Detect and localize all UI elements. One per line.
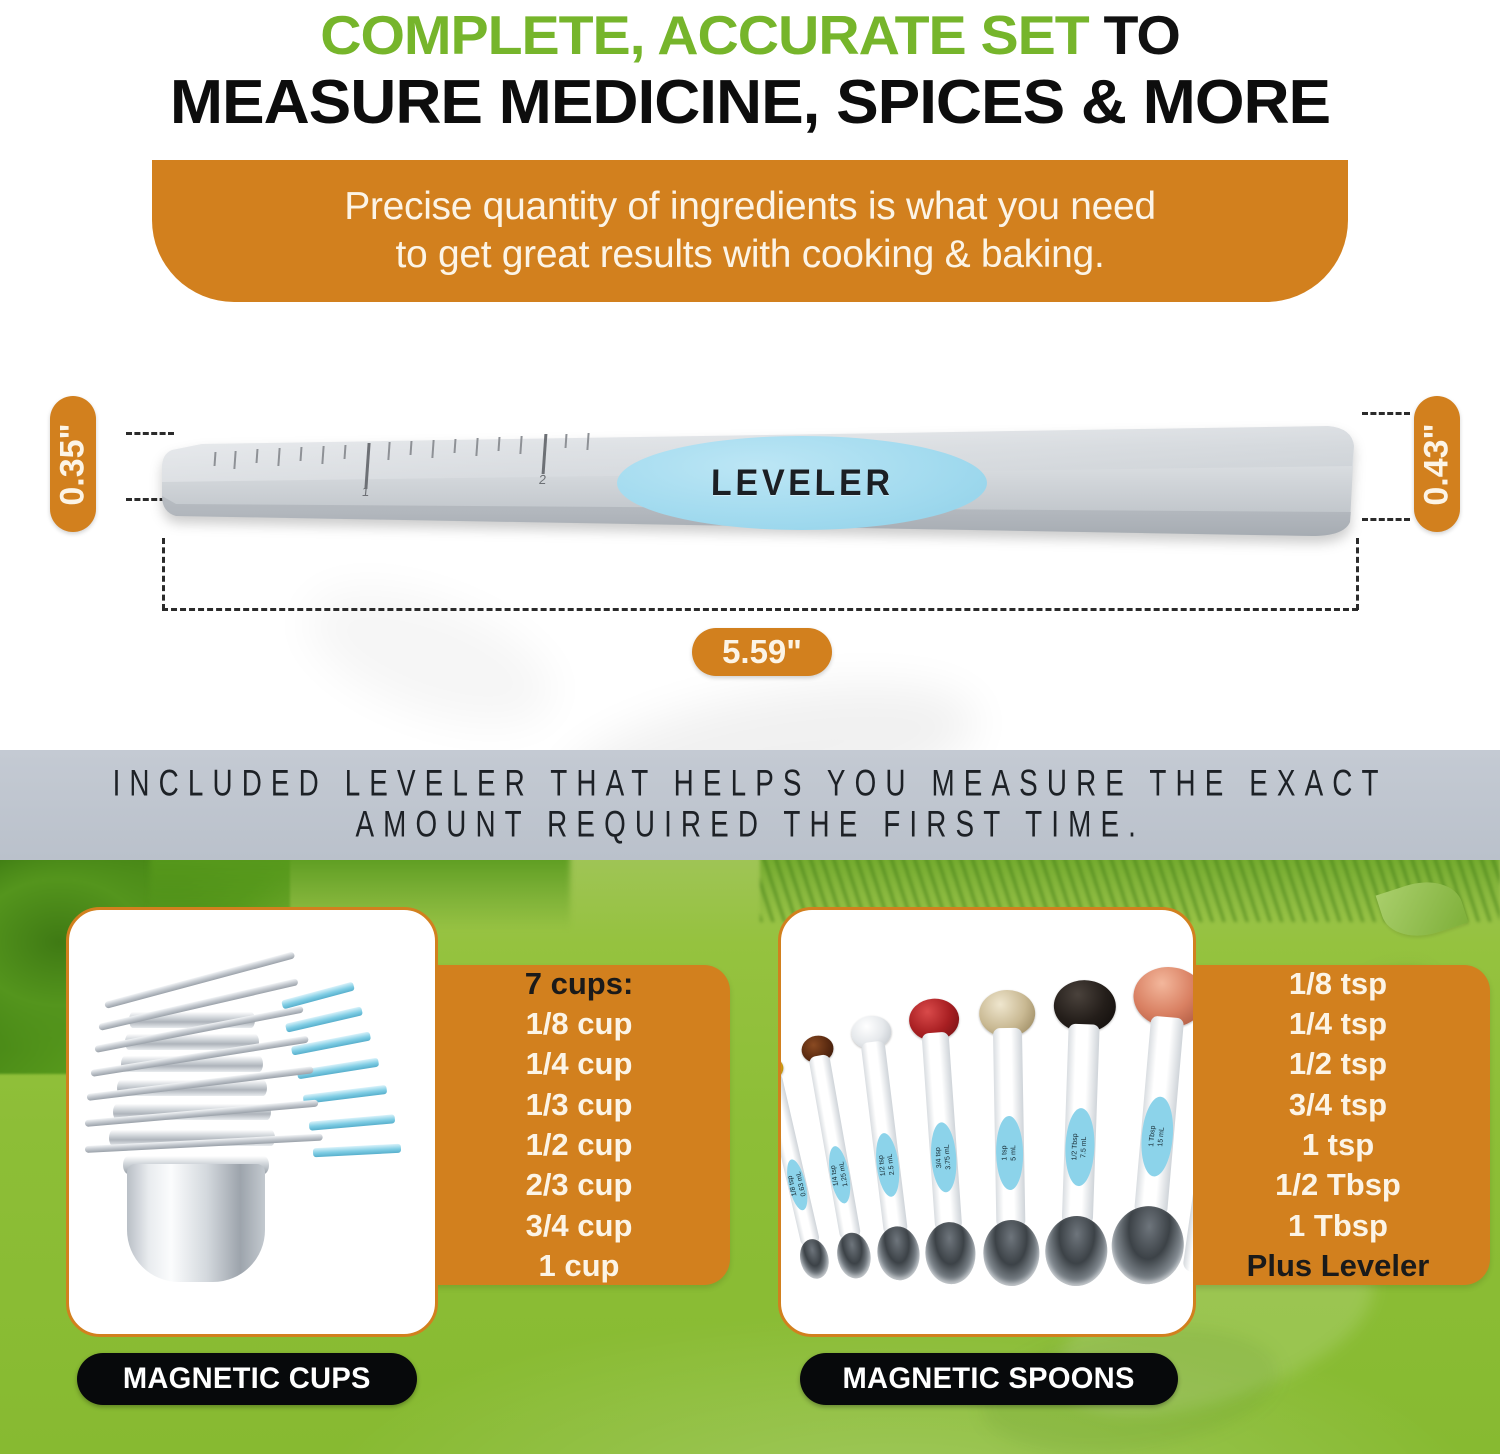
dimension-badge-height-right: 0.43" [1414,396,1460,532]
dimension-leader-line [1362,412,1410,415]
dimension-badge-height-left-text: 0.35" [53,422,92,506]
spoons-spec-item: 1/2 tsp [1288,1046,1388,1082]
dimension-leader-line [126,432,174,435]
leveler-oval-label: LEVELER [710,462,894,503]
leveler-hero-section: 1 2 LEVELER 0.35" 0.43" 5.59" [0,302,1500,750]
dimension-badge-length: 5.59" [692,628,832,676]
cup-handle-magnet-tip [312,1143,402,1158]
cups-spec-item: 1/3 cup [525,1086,633,1122]
spoon-bowl [833,1230,875,1282]
subhead-banner: Precise quantity of ingredients is what … [152,160,1348,302]
spoon-1-tsp: 1 tsp 5 mL [978,989,1041,1291]
measuring-cups-illustration [84,951,425,1282]
cups-spec-panel: 7 cups: 1/8 cup 1/4 cup 1/3 cup 1/2 cup … [400,965,730,1285]
spoon-bowl [923,1220,978,1286]
spoon-label-text: 1/2 Tbsp 7.5 mL [1070,1133,1088,1161]
spoon-bowl [982,1219,1040,1287]
spoon-label-text: 3/4 tsp 3.75 mL [934,1144,952,1170]
magnetic-spoons-caption-pill: MAGNETIC SPOONS [800,1353,1178,1405]
gray-tagline-strip: INCLUDED LEVELER THAT HELPS YOU MEASURE … [0,750,1500,860]
magnetic-cups-card [66,907,438,1337]
green-product-section: 7 cups: 1/8 cup 1/4 cup 1/3 cup 1/2 cup … [0,860,1500,1454]
cups-spec-item: 3/4 cup [525,1207,633,1243]
leveler-oval-badge: LEVELER [617,436,987,530]
cups-spec-item: 1/2 cup [525,1127,633,1162]
dimension-leader-line [1362,518,1410,521]
spoons-spec-item: 1/8 tsp [1288,965,1388,1001]
spoons-spec-item: 1 Tbsp [1288,1207,1388,1243]
spoon-1-2-tbsp: 1/2 Tbsp 7.5 mL [1043,979,1118,1289]
magnetic-spoons-card: 1/8 tsp 0.63 mL 1/4 tsp 1.25 mL 1/2 tsp 2.5… [778,907,1196,1337]
spoon-bowl [874,1223,923,1283]
spoons-spec-panel: 1/8 tsp 1/4 tsp 1/2 tsp 3/4 tsp 1 tsp 1/… [1160,965,1490,1285]
background-blur-shape [289,561,571,750]
headline-section: COMPLETE, ACCURATE SET TO MEASURE MEDICI… [0,0,1500,160]
spoon-bowl [1044,1214,1109,1288]
cups-spec-item: 1 cup [538,1247,620,1283]
dimension-badge-length-text: 5.59" [722,633,802,670]
dimension-badge-height-left: 0.35" [50,396,96,532]
gray-strip-line-2: AMOUNT REQUIRED THE FIRST TIME. [355,804,1145,846]
magnetic-spoons-caption-text: MAGNETIC SPOONS [842,1362,1136,1395]
spoon-label-text: 1 Tbsp 15 mL [1147,1125,1166,1148]
spoon-bowl [1108,1203,1188,1288]
cups-spec-item: 1/4 cup [525,1046,633,1082]
subhead-text: Precise quantity of ingredients is what … [344,185,1156,276]
cup-handle-magnet-tip [308,1114,396,1131]
measuring-spoons-illustration: 1/8 tsp 0.63 mL 1/4 tsp 1.25 mL 1/2 tsp 2.5… [781,956,1193,1296]
spoons-spec-item: 1/4 tsp [1288,1006,1388,1042]
cups-spec-item: 2/3 cup [525,1167,633,1203]
largest-cup-body [127,1164,265,1282]
magnetic-cups-caption-pill: MAGNETIC CUPS [77,1353,417,1405]
headline-line-2: MEASURE MEDICINE, SPICES & MORE [169,68,1331,137]
spoon-label-text: 1/2 tsp 2.5 mL [877,1153,896,1177]
gray-strip-line-1: INCLUDED LEVELER THAT HELPS YOU MEASURE … [112,763,1388,805]
dimension-leader-line [126,498,174,501]
cup-handle-magnet-tip [290,1031,372,1056]
magnetic-cups-caption-text: MAGNETIC CUPS [123,1362,371,1395]
spoon-label-text: 1/4 tsp 1.25 mL [829,1161,849,1188]
dimension-badge-height-right-text: 0.43" [1417,422,1456,506]
spoons-spec-item: 1 tsp [1301,1127,1375,1162]
leveler-tool-illustration: 1 2 LEVELER [162,426,1358,536]
spoon-label-text: 1 tsp 5 mL [1000,1145,1017,1161]
headline-line-1: COMPLETE, ACCURATE SET TO [0,8,1500,63]
spoons-spec-item: 3/4 tsp [1288,1086,1388,1122]
cups-spec-heading: 7 cups: [524,965,634,1001]
headline-green-text: COMPLETE, ACCURATE SET [320,4,1089,66]
dimension-bracket-bottom [162,608,1358,611]
headline-black-text: TO [1088,4,1180,66]
cups-spec-item: 1/8 cup [525,1006,633,1042]
dimension-bracket-right [1356,538,1359,610]
dimension-bracket-left [162,538,165,610]
spoons-spec-item: 1/2 Tbsp [1275,1167,1401,1203]
spoons-spec-footer: Plus Leveler [1246,1247,1430,1283]
